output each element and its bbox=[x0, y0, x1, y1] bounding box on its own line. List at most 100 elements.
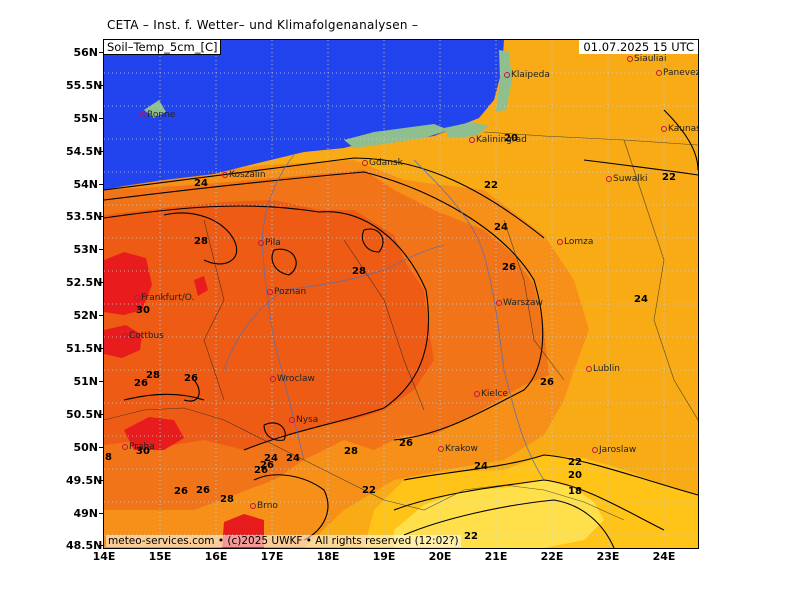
contour-label: 24 bbox=[194, 178, 208, 189]
city-dot-icon bbox=[258, 239, 264, 246]
contour-label: 22 bbox=[662, 172, 676, 183]
contour-label: 22 bbox=[484, 180, 498, 191]
city-marker: Siauliai bbox=[627, 54, 666, 64]
coast-bornholm bbox=[144, 100, 166, 118]
x-tick-label: 17E bbox=[260, 550, 284, 563]
city-name: Lublin bbox=[593, 364, 620, 374]
city-marker: Kaliningrad bbox=[469, 135, 527, 145]
city-name: Poznan bbox=[274, 287, 307, 297]
contour-label: 26 bbox=[502, 262, 516, 273]
tick-mark bbox=[99, 480, 103, 481]
city-name: Jaroslaw bbox=[599, 445, 637, 455]
city-marker: Warszaw bbox=[496, 298, 543, 308]
graticule bbox=[104, 40, 698, 548]
city-dot-icon bbox=[438, 445, 444, 452]
map-title: CETA – Inst. f. Wetter– und Klimafolgena… bbox=[107, 18, 419, 32]
y-tick-label: 51N bbox=[73, 375, 98, 388]
city-name: Kielce bbox=[481, 389, 508, 399]
contour-label: 22 bbox=[464, 531, 478, 542]
field-18 bbox=[394, 480, 604, 548]
city-marker: Panevezys bbox=[656, 68, 698, 78]
city-marker: Krakow bbox=[438, 444, 478, 454]
city-name: Pila bbox=[265, 238, 281, 248]
x-tick-label: 15E bbox=[148, 550, 172, 563]
city-dot-icon bbox=[122, 332, 128, 339]
temperature-map: 20 22 24 22 24 28 24 28 26 26 24 28 30 2… bbox=[103, 39, 699, 549]
city-name: Ronne bbox=[147, 110, 176, 120]
city-marker: Suwalki bbox=[606, 174, 648, 184]
contour-label: 28 bbox=[194, 236, 208, 247]
tick-mark bbox=[99, 118, 103, 119]
contour-label: 24 bbox=[494, 222, 508, 233]
contour-label: 26 bbox=[196, 485, 210, 496]
contour-label: 28 bbox=[344, 446, 358, 457]
hotspot-west bbox=[104, 252, 152, 315]
city-marker: Kielce bbox=[474, 389, 508, 399]
y-tick-label: 54.5N bbox=[66, 145, 103, 158]
tick-mark bbox=[99, 216, 103, 217]
tick-mark bbox=[99, 414, 103, 415]
x-tick-label: 14E bbox=[92, 550, 116, 563]
contour-label: 28 bbox=[146, 370, 160, 381]
tick-mark bbox=[99, 381, 103, 382]
city-name: Gdansk bbox=[369, 158, 403, 168]
tick-mark bbox=[99, 151, 103, 152]
city-marker: Koszalin bbox=[222, 170, 266, 180]
city-dot-icon bbox=[474, 390, 480, 397]
x-tick-label: 20E bbox=[428, 550, 452, 563]
city-dot-icon bbox=[122, 443, 128, 450]
x-tick-label: 21E bbox=[484, 550, 508, 563]
field-28 bbox=[104, 200, 434, 450]
y-tick-label: 52.5N bbox=[66, 276, 103, 289]
city-name: Koszalin bbox=[229, 170, 266, 180]
contour-label: 24 bbox=[634, 294, 648, 305]
x-tick-label: 22E bbox=[540, 550, 564, 563]
city-marker: Nysa bbox=[289, 415, 318, 425]
city-name: Lomza bbox=[564, 237, 594, 247]
city-name: Panevezys bbox=[663, 68, 698, 78]
y-tick-label: 54N bbox=[73, 178, 98, 191]
hotspot-small bbox=[194, 276, 208, 296]
hotspot-praha bbox=[124, 417, 184, 450]
city-dot-icon bbox=[362, 159, 368, 166]
city-name: Klaipeda bbox=[511, 70, 550, 80]
contour-label: 26 bbox=[540, 377, 554, 388]
x-tick-label: 19E bbox=[372, 550, 396, 563]
coast-lagoon bbox=[444, 122, 489, 138]
city-dot-icon bbox=[606, 175, 612, 182]
city-name: Kaunas bbox=[668, 124, 699, 134]
contour-label: 18 bbox=[568, 486, 582, 497]
city-name: Brno bbox=[257, 501, 278, 511]
city-name: Nysa bbox=[296, 415, 319, 425]
hotspot-cottbus bbox=[104, 325, 142, 358]
y-tick-label: 50N bbox=[73, 441, 98, 454]
y-tick-label: 49.5N bbox=[66, 474, 103, 487]
city-name: Suwalki bbox=[613, 174, 648, 184]
city-dot-icon bbox=[627, 55, 633, 62]
city-dot-icon bbox=[504, 71, 510, 78]
city-name: Cottbus bbox=[129, 331, 164, 341]
city-dot-icon bbox=[586, 365, 592, 372]
sea-area bbox=[104, 40, 504, 190]
variable-label: Soil–Temp_5cm_[C] bbox=[104, 40, 222, 55]
tick-mark bbox=[99, 348, 103, 349]
contour-label: 8 bbox=[105, 452, 112, 463]
contour-label: 24 bbox=[286, 453, 300, 464]
contour-label: 26 bbox=[254, 465, 268, 476]
city-marker: Praha bbox=[122, 442, 155, 452]
city-marker: Ronne bbox=[140, 110, 175, 120]
y-tick-label: 56N bbox=[73, 46, 98, 59]
contour-label: 30 bbox=[136, 305, 150, 316]
city-dot-icon bbox=[270, 375, 276, 382]
city-marker: Gdansk bbox=[362, 158, 403, 168]
city-dot-icon bbox=[289, 416, 295, 423]
tick-mark bbox=[99, 184, 103, 185]
contour-label: 22 bbox=[362, 485, 376, 496]
tick-mark bbox=[99, 52, 103, 53]
tick-mark bbox=[99, 447, 103, 448]
city-dot-icon bbox=[557, 238, 563, 245]
y-tick-label: 51.5N bbox=[66, 342, 103, 355]
y-tick-label: 55.5N bbox=[66, 79, 103, 92]
city-name: Kaliningrad bbox=[476, 135, 527, 145]
city-marker: Cottbus bbox=[122, 331, 164, 341]
